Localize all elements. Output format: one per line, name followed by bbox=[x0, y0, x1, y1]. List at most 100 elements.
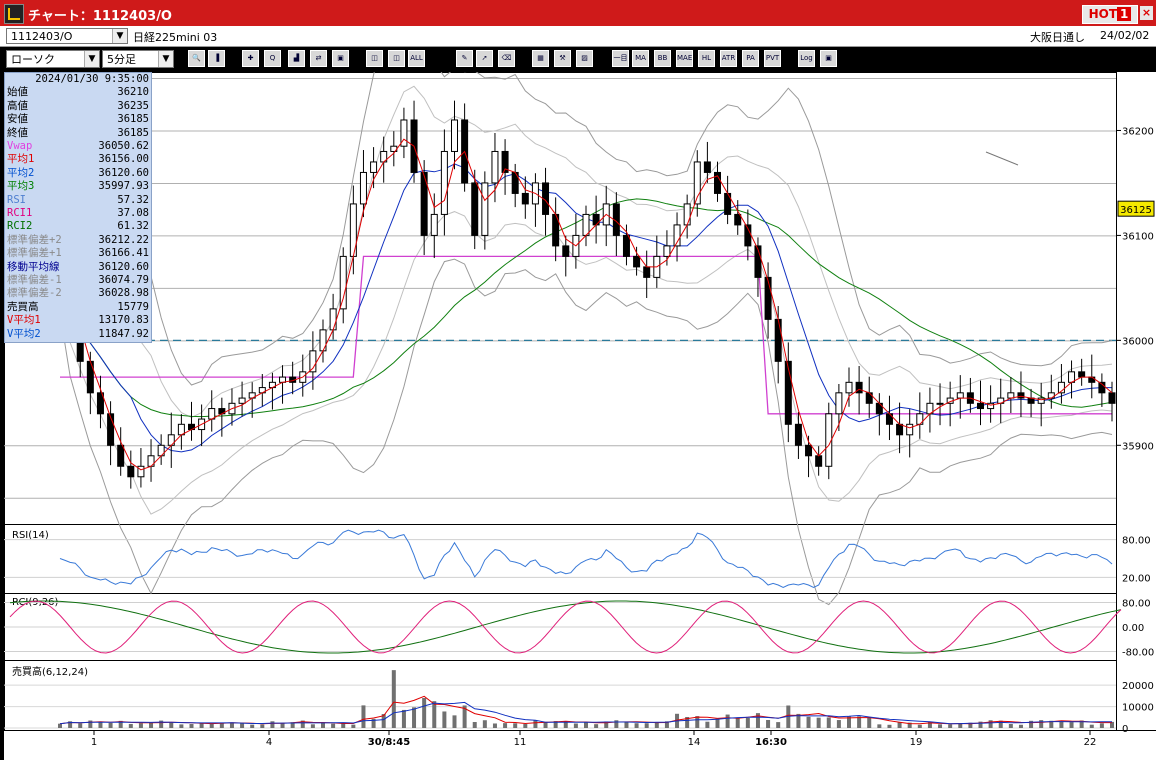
para-button[interactable]: PA RA bbox=[742, 50, 759, 67]
bollinger-lower2-line bbox=[59, 258, 1113, 606]
volume-bar bbox=[796, 713, 801, 728]
ohlc-row: Vwap 36050.62 bbox=[7, 140, 149, 153]
volume-bar bbox=[543, 721, 548, 728]
ohlc-label: 平均1 bbox=[7, 153, 35, 166]
volume-bar bbox=[88, 720, 93, 728]
candle-body bbox=[906, 423, 914, 436]
candle-body bbox=[440, 150, 448, 215]
pvt-button[interactable]: PVT bbox=[764, 50, 781, 67]
ohlc-label: RSI bbox=[7, 193, 26, 206]
candle-body bbox=[673, 224, 681, 247]
magnify-icon[interactable]: Q bbox=[264, 50, 281, 67]
bollinger-upper2-line bbox=[59, 72, 1113, 386]
eraser-icon[interactable]: ⌫ bbox=[498, 50, 515, 67]
volume-bar bbox=[159, 720, 164, 728]
volume-tick-label: 20000 bbox=[1122, 681, 1154, 692]
ohlc-label: V平均1 bbox=[7, 314, 41, 327]
log-button[interactable]: Log bbox=[798, 50, 815, 67]
volume-bar bbox=[755, 713, 760, 728]
chart-icon[interactable]: ▟ bbox=[288, 50, 305, 67]
gray-icon[interactable]: ▣ bbox=[332, 50, 349, 67]
volume-bar bbox=[664, 721, 669, 728]
volume-bar bbox=[644, 723, 649, 728]
cursor-icon[interactable]: ✚ bbox=[242, 50, 259, 67]
export-icon[interactable]: ▣ bbox=[820, 50, 837, 67]
volume-bar bbox=[1008, 723, 1013, 728]
candle-body bbox=[582, 213, 590, 236]
ohlc-row: 高値 36235 bbox=[7, 100, 149, 113]
volume-bar bbox=[1099, 723, 1104, 728]
ichimoku-icon[interactable]: 一目 bbox=[612, 50, 629, 67]
candle-body bbox=[734, 213, 742, 226]
palette-icon[interactable]: ▨ bbox=[576, 50, 593, 67]
volume-bar bbox=[1059, 721, 1064, 728]
zoom-icon[interactable]: 🔍 bbox=[188, 50, 205, 67]
candle-body bbox=[1088, 376, 1096, 383]
chart-area[interactable]: 36200 36100 36000 35900 36125 RSI(14) 80.00 20.… bbox=[4, 72, 1156, 760]
pointer-icon[interactable]: ➚ bbox=[476, 50, 493, 67]
volume-bar bbox=[138, 723, 143, 728]
ma-button[interactable]: MA bbox=[632, 50, 649, 67]
ohlc-row: RSI 57.32 bbox=[7, 194, 149, 207]
volume-bar bbox=[685, 716, 690, 728]
volume-bar bbox=[563, 721, 568, 728]
candle-body bbox=[633, 255, 641, 268]
ohlc-label: 終値 bbox=[7, 126, 28, 139]
all-button[interactable]: ALL bbox=[408, 50, 425, 67]
ohlc-value: 36212.22 bbox=[98, 233, 149, 246]
grid-icon[interactable]: ▦ bbox=[532, 50, 549, 67]
ohlc-panel: 2024/01/30 9:35:00 始値 36210 高値 36235 安値 36185… bbox=[4, 72, 152, 343]
candle-body bbox=[703, 161, 711, 173]
volume-bar bbox=[857, 716, 862, 728]
atr-button[interactable]: ATR bbox=[720, 50, 737, 67]
volume-bar bbox=[907, 722, 912, 728]
volume-bar bbox=[786, 705, 791, 728]
volume-bar bbox=[1110, 721, 1114, 728]
interval-select[interactable]: 5分足 ▼ bbox=[102, 50, 174, 68]
candle-body bbox=[339, 255, 347, 310]
candle-body bbox=[805, 444, 813, 457]
volume-bar bbox=[58, 723, 62, 728]
hot-button[interactable]: HOT 1 bbox=[1082, 5, 1138, 24]
volume-bar bbox=[1069, 722, 1074, 728]
symbol-select[interactable]: 1112403/O ▼ bbox=[6, 28, 128, 44]
candle-body bbox=[1078, 371, 1086, 378]
candle-body bbox=[1108, 392, 1116, 404]
bb-button[interactable]: BB bbox=[654, 50, 671, 67]
ohlc-datetime-row: 2024/01/30 9:35:00 bbox=[7, 73, 149, 86]
ohlc-row: V平均1 13170.83 bbox=[7, 314, 149, 327]
hl-button[interactable]: HL bbox=[698, 50, 715, 67]
chart-canvas[interactable]: 36200 36100 36000 35900 36125 RSI(14) 80.00 20.… bbox=[4, 72, 1156, 760]
bar-icon[interactable]: ▐ bbox=[208, 50, 225, 67]
candle-body bbox=[622, 234, 630, 257]
candle-body bbox=[562, 245, 570, 257]
wrench-icon[interactable]: ⚒ bbox=[554, 50, 571, 67]
ohlc-value: 61.32 bbox=[117, 220, 149, 233]
ohlc-label: 安値 bbox=[7, 113, 28, 126]
volume-bar bbox=[968, 722, 973, 728]
candle-body bbox=[1098, 381, 1106, 394]
ohlc-value: 36156.00 bbox=[98, 153, 149, 166]
volume-bar bbox=[189, 724, 194, 728]
ohlc-value: 36050.62 bbox=[98, 140, 149, 152]
mae-button[interactable]: MAE bbox=[676, 50, 693, 67]
rci-tick-label: 0.00 bbox=[1122, 623, 1144, 634]
candle-body bbox=[370, 161, 378, 173]
volume-bar bbox=[927, 721, 932, 728]
split-icon[interactable]: ⇄ bbox=[310, 50, 327, 67]
volume-bar bbox=[472, 722, 477, 728]
volume-bar bbox=[715, 718, 720, 728]
chart-type-select[interactable]: ローソク ▼ bbox=[6, 50, 100, 68]
rci-tick-label: 80.00 bbox=[1122, 599, 1151, 610]
candle-b-icon[interactable]: ◫ bbox=[388, 50, 405, 67]
volume-bar bbox=[270, 721, 275, 728]
close-button[interactable]: × bbox=[1140, 6, 1153, 20]
candle-a-icon[interactable]: ◫ bbox=[366, 50, 383, 67]
ohlc-row: 始値 36210 bbox=[7, 86, 149, 99]
candle-body bbox=[451, 119, 458, 152]
volume-bar bbox=[108, 722, 113, 728]
pen-icon[interactable]: ✎ bbox=[456, 50, 473, 67]
candle-body bbox=[683, 203, 691, 226]
volume-bar bbox=[290, 722, 295, 728]
volume-bar bbox=[503, 723, 508, 728]
